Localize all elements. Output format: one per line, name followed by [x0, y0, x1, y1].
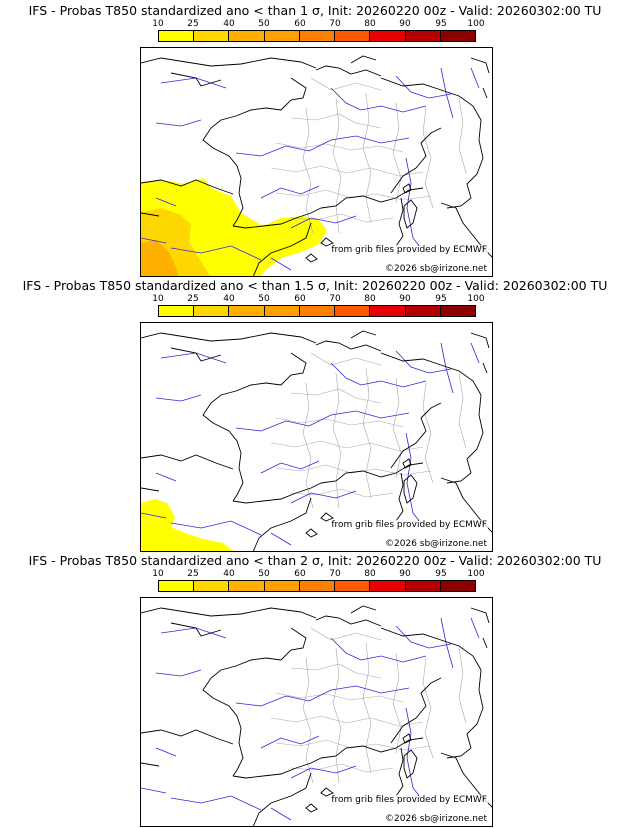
colorbar-label: 80 [364, 294, 376, 304]
panel-title: IFS - Probas T850 standardized ano < tha… [28, 3, 602, 18]
colorbar-swatch [370, 581, 406, 591]
colorbar-swatch [264, 31, 300, 41]
colorbar-swatch [264, 306, 300, 316]
copyright-credit: ©2026 sb@irizone.net [384, 539, 488, 549]
coastlines [141, 330, 492, 551]
colorbar-label: 90 [399, 294, 411, 304]
colorbar-label: 40 [223, 19, 235, 29]
department-borders [270, 352, 467, 509]
colorbar-swatch [194, 31, 230, 41]
probability-region [141, 499, 234, 551]
colorbar-label: 100 [467, 19, 485, 29]
colorbar-swatch [194, 306, 230, 316]
colorbar-labels: 10 25 40 50 60 70 80 90 95 100 [140, 294, 500, 306]
colorbar-swatch [229, 581, 265, 591]
rivers [141, 342, 480, 546]
coastlines [141, 605, 492, 826]
colorbar-label: 10 [152, 569, 164, 579]
colorbar-labels: 10 25 40 50 60 70 80 90 95 100 [140, 19, 500, 31]
colorbar-label: 70 [329, 294, 341, 304]
colorbar-swatch [299, 306, 336, 316]
rivers [141, 67, 480, 271]
colorbar [158, 30, 476, 42]
map-area: from grib files provided by ECMWF ©2026 … [140, 322, 493, 552]
copyright-credit: ©2026 sb@irizone.net [384, 264, 488, 274]
panel-title: IFS - Probas T850 standardized ano < tha… [28, 553, 602, 568]
colorbar-label: 50 [258, 294, 270, 304]
map-panel-3: IFS - Probas T850 standardized ano < tha… [0, 550, 630, 827]
map-svg [141, 55, 492, 276]
colorbar-swatch [159, 306, 195, 316]
probability-region [141, 240, 179, 276]
colorbar-swatch [194, 581, 230, 591]
map-svg [141, 605, 492, 826]
colorbar-label: 50 [258, 19, 270, 29]
map-panel-1: IFS - Probas T850 standardized ano < tha… [0, 0, 630, 277]
coastlines [141, 55, 492, 276]
colorbar-label: 95 [435, 19, 447, 29]
colorbar [158, 580, 476, 592]
colorbar-label: 25 [187, 569, 199, 579]
colorbar-swatch [229, 31, 265, 41]
colorbar-label: 90 [399, 569, 411, 579]
colorbar-label: 60 [294, 294, 306, 304]
colorbar-swatch [370, 306, 406, 316]
colorbar-swatch [335, 306, 371, 316]
colorbar-label: 60 [294, 569, 306, 579]
colorbar-swatch [299, 31, 336, 41]
source-credit: from grib files provided by ECMWF [330, 795, 488, 805]
colorbar-labels: 10 25 40 50 60 70 80 90 95 100 [140, 569, 500, 581]
colorbar-swatch [159, 31, 195, 41]
colorbar-label: 100 [467, 569, 485, 579]
panel-title: IFS - Probas T850 standardized ano < tha… [22, 278, 608, 293]
colorbar-label: 70 [329, 569, 341, 579]
copyright-credit: ©2026 sb@irizone.net [384, 814, 488, 824]
colorbar-label: 10 [152, 19, 164, 29]
map-area: from grib files provided by ECMWF ©2026 … [140, 597, 493, 827]
colorbar-label: 25 [187, 294, 199, 304]
colorbar-swatch [159, 581, 195, 591]
department-borders [270, 627, 467, 784]
department-borders [270, 77, 467, 234]
source-credit: from grib files provided by ECMWF [330, 520, 488, 530]
colorbar-swatch [440, 31, 475, 41]
colorbar-swatch [264, 581, 300, 591]
colorbar-label: 80 [364, 19, 376, 29]
colorbar-label: 60 [294, 19, 306, 29]
probability-fill [141, 178, 327, 276]
colorbar-label: 80 [364, 569, 376, 579]
colorbar-label: 25 [187, 19, 199, 29]
colorbar-swatch [370, 31, 406, 41]
colorbar-swatch [335, 581, 371, 591]
colorbar-swatch [440, 306, 475, 316]
colorbar-label: 95 [435, 294, 447, 304]
colorbar-label: 95 [435, 569, 447, 579]
colorbar [158, 305, 476, 317]
probability-fill [141, 499, 234, 551]
colorbar-swatch [405, 31, 441, 41]
colorbar-swatch [335, 31, 371, 41]
colorbar-swatch [440, 581, 475, 591]
rivers [141, 617, 480, 821]
map-area: from grib files provided by ECMWF ©2026 … [140, 47, 493, 277]
colorbar-label: 100 [467, 294, 485, 304]
colorbar-label: 70 [329, 19, 341, 29]
colorbar-swatch [229, 306, 265, 316]
colorbar-swatch [405, 306, 441, 316]
colorbar-swatch [405, 581, 441, 591]
colorbar-label: 10 [152, 294, 164, 304]
colorbar-swatch [299, 581, 336, 591]
colorbar-label: 40 [223, 569, 235, 579]
colorbar-label: 40 [223, 294, 235, 304]
source-credit: from grib files provided by ECMWF [330, 245, 488, 255]
map-svg [141, 330, 492, 551]
map-panel-2: IFS - Probas T850 standardized ano < tha… [0, 275, 630, 552]
colorbar-label: 50 [258, 569, 270, 579]
colorbar-label: 90 [399, 19, 411, 29]
